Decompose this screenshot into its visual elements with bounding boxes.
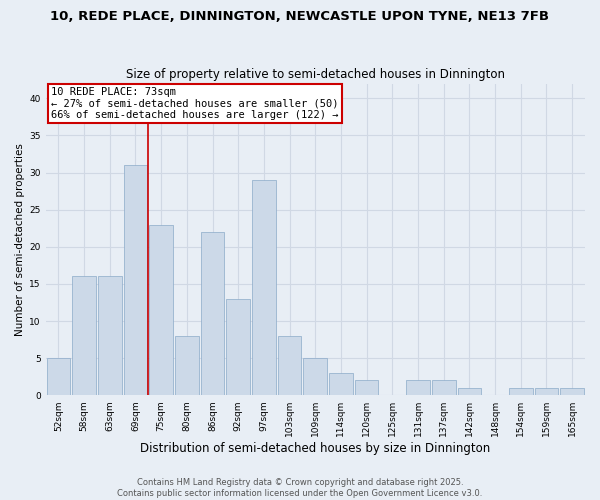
Bar — [432, 380, 455, 395]
Bar — [124, 165, 147, 395]
Bar — [200, 232, 224, 395]
Bar — [458, 388, 481, 395]
Y-axis label: Number of semi-detached properties: Number of semi-detached properties — [15, 143, 25, 336]
Bar — [226, 298, 250, 395]
Bar — [535, 388, 558, 395]
Bar — [355, 380, 379, 395]
Text: 10, REDE PLACE, DINNINGTON, NEWCASTLE UPON TYNE, NE13 7FB: 10, REDE PLACE, DINNINGTON, NEWCASTLE UP… — [50, 10, 550, 23]
Bar — [72, 276, 96, 395]
Bar — [406, 380, 430, 395]
Text: Contains HM Land Registry data © Crown copyright and database right 2025.
Contai: Contains HM Land Registry data © Crown c… — [118, 478, 482, 498]
Bar — [329, 373, 353, 395]
Title: Size of property relative to semi-detached houses in Dinnington: Size of property relative to semi-detach… — [126, 68, 505, 81]
Bar — [252, 180, 276, 395]
Bar — [47, 358, 70, 395]
Bar — [560, 388, 584, 395]
Bar — [304, 358, 327, 395]
Bar — [98, 276, 122, 395]
Bar — [509, 388, 533, 395]
Text: 10 REDE PLACE: 73sqm
← 27% of semi-detached houses are smaller (50)
66% of semi-: 10 REDE PLACE: 73sqm ← 27% of semi-detac… — [51, 86, 338, 120]
Bar — [149, 224, 173, 395]
Bar — [278, 336, 301, 395]
Bar — [175, 336, 199, 395]
X-axis label: Distribution of semi-detached houses by size in Dinnington: Distribution of semi-detached houses by … — [140, 442, 490, 455]
